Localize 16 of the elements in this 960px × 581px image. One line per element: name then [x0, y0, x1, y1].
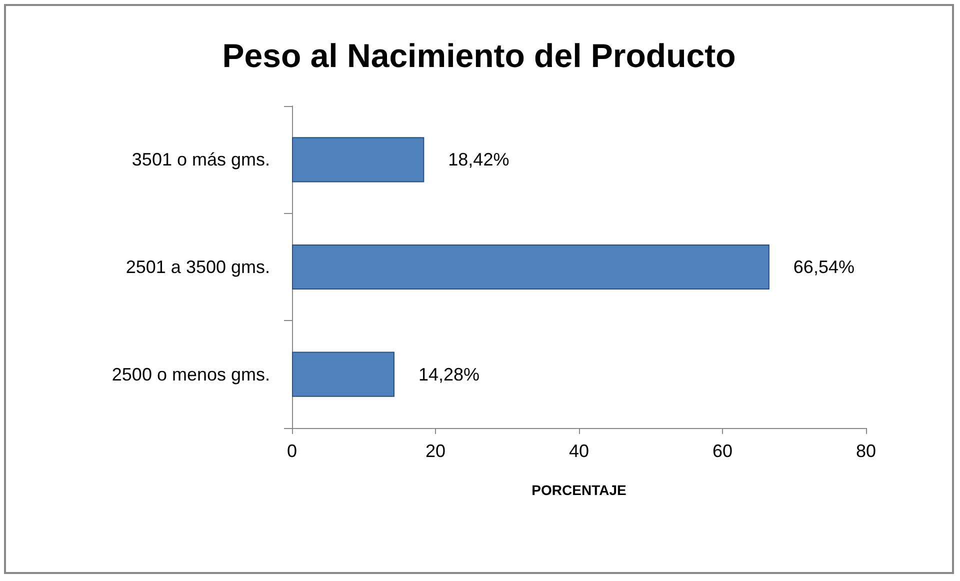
x-tick-label: 40: [568, 441, 590, 461]
y-tick-label: 3501 o más gms.: [132, 150, 270, 170]
x-tick-label: 80: [856, 441, 876, 461]
x-axis-title: PORCENTAJE: [532, 482, 626, 498]
bar: [292, 352, 394, 397]
chart-title: Peso al Nacimiento del Producto: [222, 37, 736, 74]
y-tick-label: 2501 a 3500 gms.: [126, 257, 270, 277]
x-tick-label: 20: [425, 441, 446, 461]
y-tick-label: 2500 o menos gms.: [112, 364, 270, 384]
x-tick-label: 0: [286, 441, 298, 461]
data-label: 18,42%: [448, 150, 510, 170]
data-label: 66,54%: [793, 257, 854, 277]
x-tick-label: 60: [712, 441, 733, 461]
bar: [292, 137, 424, 182]
data-label: 14,28%: [418, 364, 480, 384]
bar: [292, 244, 770, 290]
